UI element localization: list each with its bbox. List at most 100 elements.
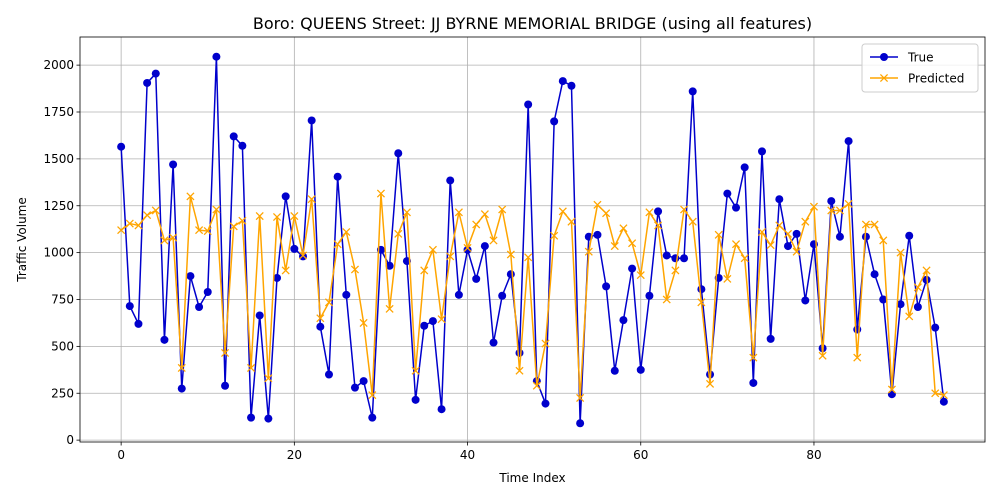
data-point [177,384,186,393]
data-point [402,208,411,217]
data-point [809,202,819,211]
data-point [324,298,334,307]
data-point [576,393,585,402]
data-point [835,232,844,241]
data-point [203,227,212,236]
data-point [931,323,940,332]
data-point [870,270,879,279]
data-point [221,381,230,390]
data-point [602,209,611,218]
data-point [593,200,602,209]
data-point [905,312,914,321]
series-predicted [117,189,948,402]
legend-label: Predicted [908,72,964,86]
data-point [731,240,741,249]
data-point [255,212,264,221]
data-point [818,351,827,360]
data-point [714,230,723,239]
data-point [134,221,143,230]
data-point [567,217,576,226]
legend: True Predicted [861,43,979,93]
data-point [697,285,706,294]
data-point [766,334,775,343]
data-point [238,141,247,150]
data-point [203,288,212,296]
data-point [558,207,567,216]
data-point [740,163,749,172]
data-point [368,413,377,422]
data-point [186,272,195,281]
data-point [394,149,403,158]
data-point [705,379,715,388]
data-point [887,385,896,394]
data-point [610,242,619,251]
data-point [853,353,862,362]
data-point [697,298,706,307]
data-point [342,227,351,237]
data-point [333,240,342,249]
data-point [732,203,741,212]
data-point [541,399,550,408]
data-point [861,232,870,241]
y-tick-label: 1750 [43,105,74,119]
data-point [446,176,455,185]
data-point [757,227,767,237]
data-point [385,261,394,270]
data-point [307,195,316,204]
data-point [913,283,922,292]
data-point [749,378,758,387]
data-point [472,274,481,283]
data-point [376,189,386,198]
data-point [879,236,888,245]
data-point [255,311,264,320]
data-point [316,322,325,331]
data-point [567,81,576,90]
data-point [125,219,134,228]
data-point [264,374,273,383]
data-point [169,233,178,242]
data-point [446,252,455,261]
data-point [584,247,593,256]
data-point [151,69,160,78]
data-point [723,189,732,198]
data-point [801,296,810,305]
data-point [905,231,914,240]
data-point [454,290,463,299]
data-point [723,274,732,283]
data-point [593,230,602,239]
data-point [827,197,836,206]
data-series [117,52,948,428]
data-point [645,208,654,217]
data-point [117,142,126,151]
data-point [480,210,489,219]
data-point [766,241,775,250]
data-point [680,254,689,263]
data-point [229,222,238,231]
data-point [913,303,922,311]
data-point [853,325,862,334]
data-point [350,265,360,274]
data-point [333,172,342,181]
data-point [437,405,446,414]
y-tick-label: 750 [51,293,74,307]
legend-box [861,43,979,93]
data-point [480,242,489,251]
data-point [844,137,853,146]
data-point [195,303,204,311]
data-point [506,250,515,259]
data-point [662,251,671,260]
data-point [550,231,559,240]
data-point [290,244,299,253]
legend-entry-predicted: Predicted [870,72,964,86]
data-point [281,192,290,201]
data-point [636,271,645,280]
data-point [359,377,368,386]
y-tick-label: 1500 [43,152,74,166]
data-point [775,195,784,204]
data-point [489,338,498,347]
data-point [428,245,437,254]
y-tick-label: 500 [51,339,74,353]
data-point [654,207,663,216]
data-point [740,254,749,263]
data-point [576,419,585,428]
